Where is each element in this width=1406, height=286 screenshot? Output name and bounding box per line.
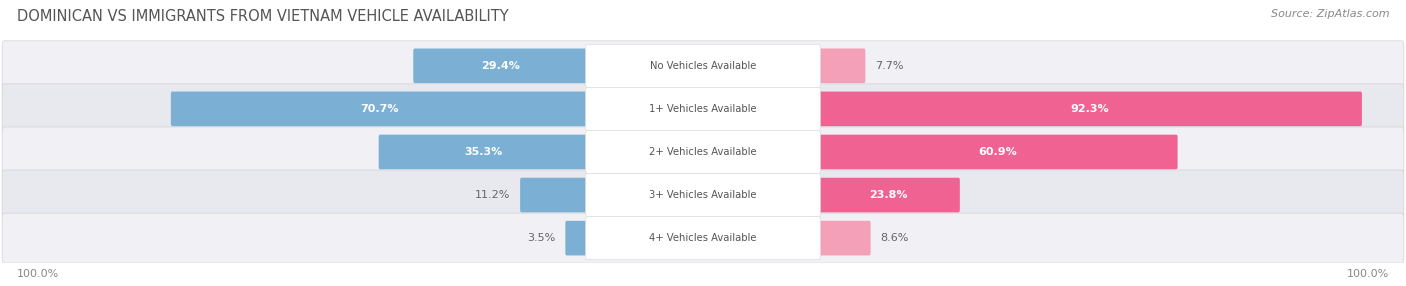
FancyBboxPatch shape [3, 127, 1403, 177]
FancyBboxPatch shape [413, 49, 588, 83]
Text: 11.2%: 11.2% [475, 190, 510, 200]
Text: 2+ Vehicles Available: 2+ Vehicles Available [650, 147, 756, 157]
FancyBboxPatch shape [818, 135, 1178, 169]
FancyBboxPatch shape [520, 178, 588, 212]
Text: 35.3%: 35.3% [464, 147, 502, 157]
FancyBboxPatch shape [818, 221, 870, 255]
FancyBboxPatch shape [586, 130, 821, 174]
FancyBboxPatch shape [3, 213, 1403, 263]
Text: 100.0%: 100.0% [1347, 269, 1389, 279]
Text: 29.4%: 29.4% [481, 61, 520, 71]
Text: 23.8%: 23.8% [869, 190, 908, 200]
FancyBboxPatch shape [565, 221, 588, 255]
Text: 3.5%: 3.5% [527, 233, 555, 243]
Text: 4+ Vehicles Available: 4+ Vehicles Available [650, 233, 756, 243]
FancyBboxPatch shape [3, 41, 1403, 91]
FancyBboxPatch shape [378, 135, 588, 169]
FancyBboxPatch shape [586, 87, 821, 130]
FancyBboxPatch shape [818, 49, 865, 83]
Text: 92.3%: 92.3% [1070, 104, 1109, 114]
Text: 8.6%: 8.6% [880, 233, 910, 243]
FancyBboxPatch shape [818, 92, 1362, 126]
Text: 7.7%: 7.7% [876, 61, 904, 71]
FancyBboxPatch shape [818, 178, 960, 212]
Text: No Vehicles Available: No Vehicles Available [650, 61, 756, 71]
FancyBboxPatch shape [3, 170, 1403, 220]
Text: 60.9%: 60.9% [979, 147, 1017, 157]
FancyBboxPatch shape [586, 217, 821, 260]
Text: 70.7%: 70.7% [360, 104, 399, 114]
Text: 3+ Vehicles Available: 3+ Vehicles Available [650, 190, 756, 200]
FancyBboxPatch shape [172, 92, 588, 126]
Text: Source: ZipAtlas.com: Source: ZipAtlas.com [1271, 9, 1389, 19]
FancyBboxPatch shape [3, 84, 1403, 134]
Text: 100.0%: 100.0% [17, 269, 59, 279]
Text: DOMINICAN VS IMMIGRANTS FROM VIETNAM VEHICLE AVAILABILITY: DOMINICAN VS IMMIGRANTS FROM VIETNAM VEH… [17, 9, 509, 23]
FancyBboxPatch shape [586, 174, 821, 217]
Text: 1+ Vehicles Available: 1+ Vehicles Available [650, 104, 756, 114]
FancyBboxPatch shape [586, 44, 821, 87]
